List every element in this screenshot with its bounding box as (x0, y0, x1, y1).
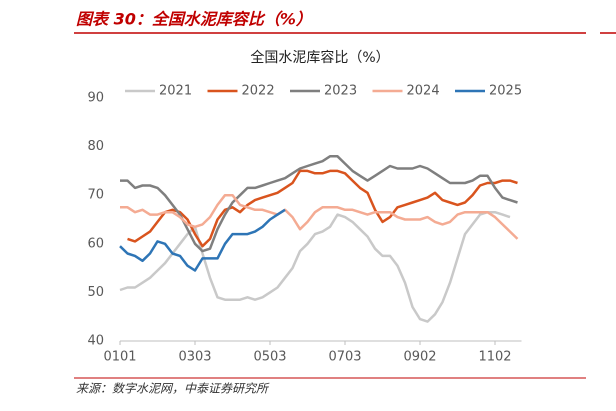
x-tick-label: 0902 (403, 350, 436, 365)
source-note: 来源：数字水泥网，中泰证券研究所 (76, 382, 270, 396)
series-line (119, 208, 286, 272)
legend-label: 2025 (489, 84, 522, 99)
y-tick-label: 90 (87, 91, 104, 106)
y-tick-label: 80 (87, 139, 104, 154)
y-tick-label: 70 (87, 188, 104, 203)
chart-title: 全国水泥库容比（%） (250, 49, 389, 66)
legend-label: 2022 (242, 84, 275, 99)
series-line (120, 193, 519, 240)
x-tick-label: 0101 (103, 350, 136, 365)
x-tick-label: 0503 (253, 350, 286, 365)
figure-header: 图表 30：全国水泥库容比（%） (76, 10, 312, 29)
x-tick-label: 0703 (328, 350, 361, 365)
legend-label: 2023 (324, 84, 357, 99)
y-tick-label: 50 (87, 285, 104, 300)
x-tick-label: 1102 (478, 350, 511, 365)
legend-label: 2021 (159, 84, 192, 99)
series-line (120, 155, 518, 253)
y-tick-label: 40 (87, 334, 104, 349)
series-line (127, 169, 518, 248)
x-tick-label: 0303 (178, 350, 211, 365)
series-line (119, 210, 511, 323)
legend-label: 2024 (407, 84, 440, 99)
y-tick-label: 60 (87, 236, 104, 251)
